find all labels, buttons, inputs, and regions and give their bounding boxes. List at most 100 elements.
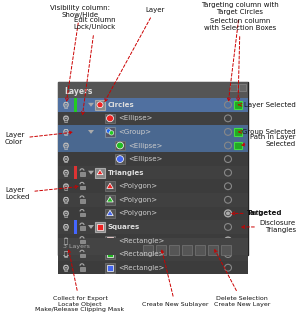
Text: <Rectangle>: <Rectangle> <box>118 238 164 244</box>
Text: Squares: Squares <box>108 224 140 230</box>
Bar <box>58 207 248 220</box>
Polygon shape <box>88 225 94 229</box>
Polygon shape <box>107 183 113 188</box>
Text: Group Selected: Group Selected <box>239 129 296 135</box>
Bar <box>105 236 115 246</box>
Polygon shape <box>88 130 94 134</box>
Text: Disclosure
Triangles: Disclosure Triangles <box>242 221 296 234</box>
Bar <box>58 112 248 125</box>
Text: Visibility column:
Show/Hide: Visibility column: Show/Hide <box>50 4 110 101</box>
Bar <box>58 166 248 179</box>
Bar <box>74 220 77 234</box>
Text: 👁: 👁 <box>64 210 68 217</box>
Circle shape <box>65 185 67 187</box>
Circle shape <box>106 129 111 133</box>
Bar <box>105 249 115 259</box>
Bar <box>80 240 85 243</box>
Bar <box>221 246 231 255</box>
Bar <box>80 254 85 257</box>
Bar <box>208 246 218 255</box>
Bar <box>58 125 248 139</box>
Text: 👁: 👁 <box>64 115 68 122</box>
Circle shape <box>65 199 67 201</box>
Bar <box>107 251 113 257</box>
Text: <Polygon>: <Polygon> <box>118 197 157 203</box>
Bar <box>58 193 248 207</box>
Text: Delete Selection
Create New Layer: Delete Selection Create New Layer <box>214 250 270 307</box>
Bar <box>105 181 115 191</box>
Text: Path: Path <box>232 210 266 216</box>
Bar <box>105 263 115 272</box>
Bar <box>234 142 242 149</box>
Circle shape <box>65 253 67 255</box>
Bar <box>97 224 103 230</box>
Text: 👁: 👁 <box>64 156 68 162</box>
Text: Collect for Export
Locate Object
Make/Release Clipping Mask: Collect for Export Locate Object Make/Re… <box>35 250 124 313</box>
Polygon shape <box>88 171 94 175</box>
Bar <box>80 227 85 230</box>
Text: Path in Layer
Selected: Path in Layer Selected <box>242 134 296 147</box>
Bar <box>105 209 115 218</box>
Text: <Group>: <Group> <box>118 129 151 135</box>
Bar <box>230 84 237 91</box>
Text: <Ellipse>: <Ellipse> <box>128 156 162 162</box>
Bar <box>74 98 77 112</box>
Text: Layers: Layers <box>64 87 92 96</box>
Polygon shape <box>107 197 113 202</box>
Bar <box>58 234 248 247</box>
FancyBboxPatch shape <box>58 82 248 98</box>
Text: 👁: 👁 <box>64 183 68 190</box>
Polygon shape <box>107 210 113 216</box>
Bar <box>105 195 115 205</box>
Bar <box>58 139 248 152</box>
Circle shape <box>116 142 124 149</box>
Bar <box>80 267 85 270</box>
Circle shape <box>65 131 67 133</box>
Bar <box>234 101 242 109</box>
Bar <box>143 246 153 255</box>
Bar <box>107 264 113 271</box>
Bar <box>58 152 248 166</box>
Text: 👁: 👁 <box>64 197 68 203</box>
Bar <box>182 246 192 255</box>
Bar <box>58 238 248 255</box>
Text: 👁: 👁 <box>64 224 68 230</box>
Bar <box>58 98 248 112</box>
Bar <box>58 220 248 234</box>
Text: 👁: 👁 <box>64 142 68 149</box>
Circle shape <box>65 172 67 173</box>
Bar <box>95 168 105 178</box>
Bar <box>169 246 179 255</box>
Text: Circles: Circles <box>108 102 135 108</box>
Text: Layer
Locked: Layer Locked <box>5 185 78 199</box>
Bar <box>107 237 113 244</box>
Text: <Polygon>: <Polygon> <box>118 183 157 189</box>
Text: <Ellipse>: <Ellipse> <box>118 115 152 121</box>
Text: Create New Sublayer: Create New Sublayer <box>142 250 208 307</box>
Bar <box>95 100 105 110</box>
Bar <box>115 154 125 164</box>
Bar <box>105 113 115 123</box>
Text: 👁: 👁 <box>64 169 68 176</box>
Text: <Polygon>: <Polygon> <box>118 210 157 216</box>
Text: Selection column
with Selection Boxes: Selection column with Selection Boxes <box>204 18 276 101</box>
Bar <box>80 213 85 216</box>
Bar <box>239 84 246 91</box>
Circle shape <box>65 212 67 214</box>
Circle shape <box>97 102 103 108</box>
Circle shape <box>65 104 67 106</box>
Circle shape <box>116 156 124 162</box>
FancyBboxPatch shape <box>58 82 248 255</box>
Circle shape <box>226 239 230 242</box>
Text: <Rectangle>: <Rectangle> <box>118 251 164 257</box>
Circle shape <box>65 267 67 269</box>
Polygon shape <box>88 103 94 107</box>
Circle shape <box>65 226 67 228</box>
Bar <box>156 246 166 255</box>
Text: 3 Layers: 3 Layers <box>63 244 90 249</box>
Text: 👁: 👁 <box>64 129 68 135</box>
Bar <box>105 127 115 137</box>
Text: <Ellipse>: <Ellipse> <box>128 143 162 149</box>
Text: Targeting column with
Target Circles: Targeting column with Target Circles <box>201 2 279 101</box>
Circle shape <box>65 117 67 119</box>
